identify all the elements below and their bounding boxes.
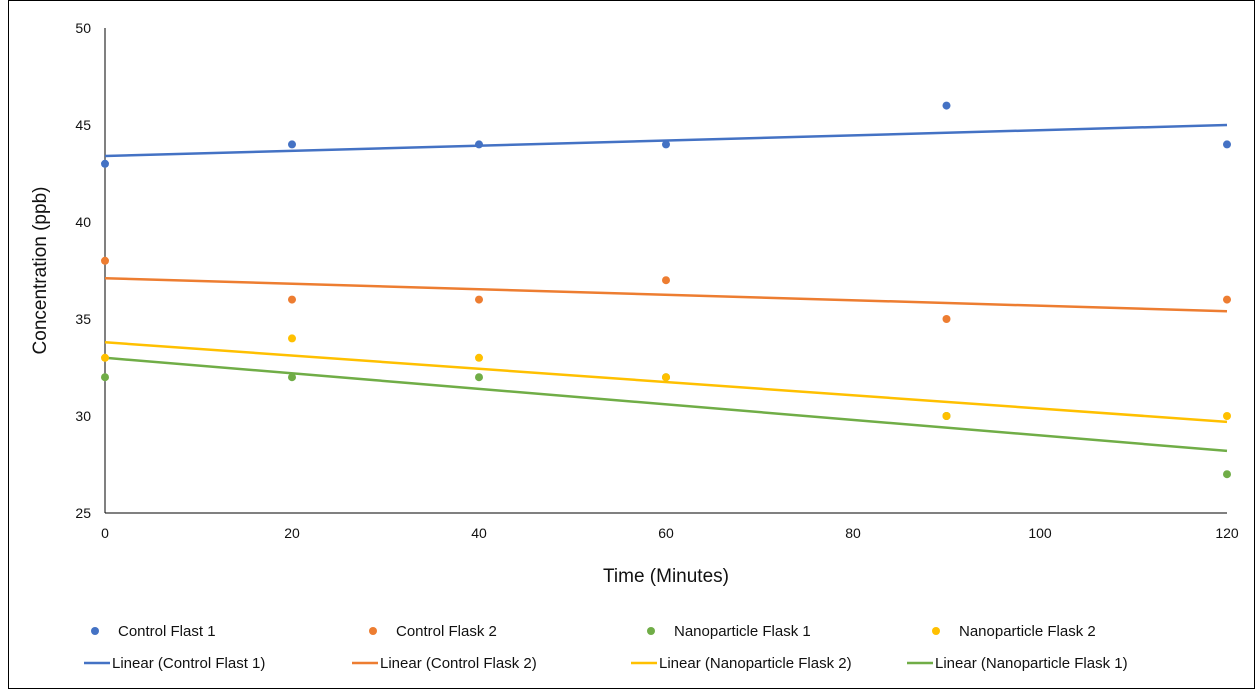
- x-tick-label: 80: [845, 525, 861, 541]
- axes: [104, 28, 1227, 514]
- x-tick-label: 0: [101, 525, 109, 541]
- data-point: [942, 412, 951, 420]
- data-point: [942, 101, 951, 110]
- data-point: [942, 315, 951, 323]
- trendline: [104, 341, 1228, 424]
- legend-label: Linear (Nanoparticle Flask 2): [659, 655, 852, 672]
- data-point: [662, 373, 670, 382]
- legend: Control Flast 1 Control Flask 2 Nanopartic…: [84, 623, 1128, 672]
- data-point: [662, 140, 670, 149]
- y-tick-label: 25: [75, 505, 91, 521]
- data-point: [101, 159, 109, 168]
- data-point: [475, 140, 483, 149]
- legend-label: Nanoparticle Flask 1: [674, 623, 811, 640]
- y-tick-label: 30: [75, 408, 91, 424]
- legend-label: Nanoparticle Flask 2: [959, 623, 1096, 640]
- y-tick-label: 40: [75, 214, 91, 230]
- data-point: [101, 353, 109, 362]
- data-point: [1223, 140, 1231, 149]
- data-point: [101, 256, 109, 265]
- x-axis-title: Time (Minutes): [603, 566, 729, 587]
- data-point: [1223, 470, 1231, 479]
- legend-label: Linear (Nanoparticle Flask 1): [935, 655, 1128, 672]
- data-point: [288, 334, 296, 343]
- x-tick-label: 20: [284, 525, 300, 541]
- legend-marker: [369, 627, 377, 635]
- x-tick-label: 100: [1028, 525, 1052, 541]
- y-tick-label: 35: [75, 311, 91, 327]
- trendlines: [104, 123, 1228, 453]
- y-tick-label: 50: [75, 20, 91, 36]
- y-axis-title: Concentration (ppb): [30, 187, 51, 355]
- y-tick-labels: 25 30 35 40 45 50: [75, 20, 91, 521]
- x-tick-label: 120: [1215, 525, 1239, 541]
- trendline: [104, 356, 1228, 453]
- x-tick-label: 40: [471, 525, 487, 541]
- x-tick-label: 60: [658, 525, 674, 541]
- y-tick-label: 45: [75, 117, 91, 133]
- legend-label: Control Flast 1: [118, 623, 216, 640]
- legend-marker: [91, 627, 99, 635]
- legend-label: Linear (Control Flask 2): [380, 655, 537, 672]
- data-point: [475, 353, 483, 362]
- data-point: [101, 373, 109, 382]
- legend-label: Linear (Control Flast 1): [112, 655, 265, 672]
- data-point: [288, 140, 296, 149]
- data-point: [662, 276, 670, 285]
- legend-marker: [932, 627, 940, 635]
- legend-label: Control Flask 2: [396, 623, 497, 640]
- data-point: [1223, 295, 1231, 304]
- legend-marker: [647, 627, 655, 635]
- data-point: [475, 373, 483, 382]
- data-point: [475, 295, 483, 304]
- data-point: [288, 373, 296, 382]
- chart-frame: [8, 0, 1255, 689]
- x-tick-labels: 0 20 40 60 80 100 120: [101, 525, 1239, 541]
- data-points: [101, 101, 1231, 479]
- data-point: [288, 295, 296, 304]
- trendline: [104, 277, 1228, 313]
- data-point: [1223, 412, 1231, 420]
